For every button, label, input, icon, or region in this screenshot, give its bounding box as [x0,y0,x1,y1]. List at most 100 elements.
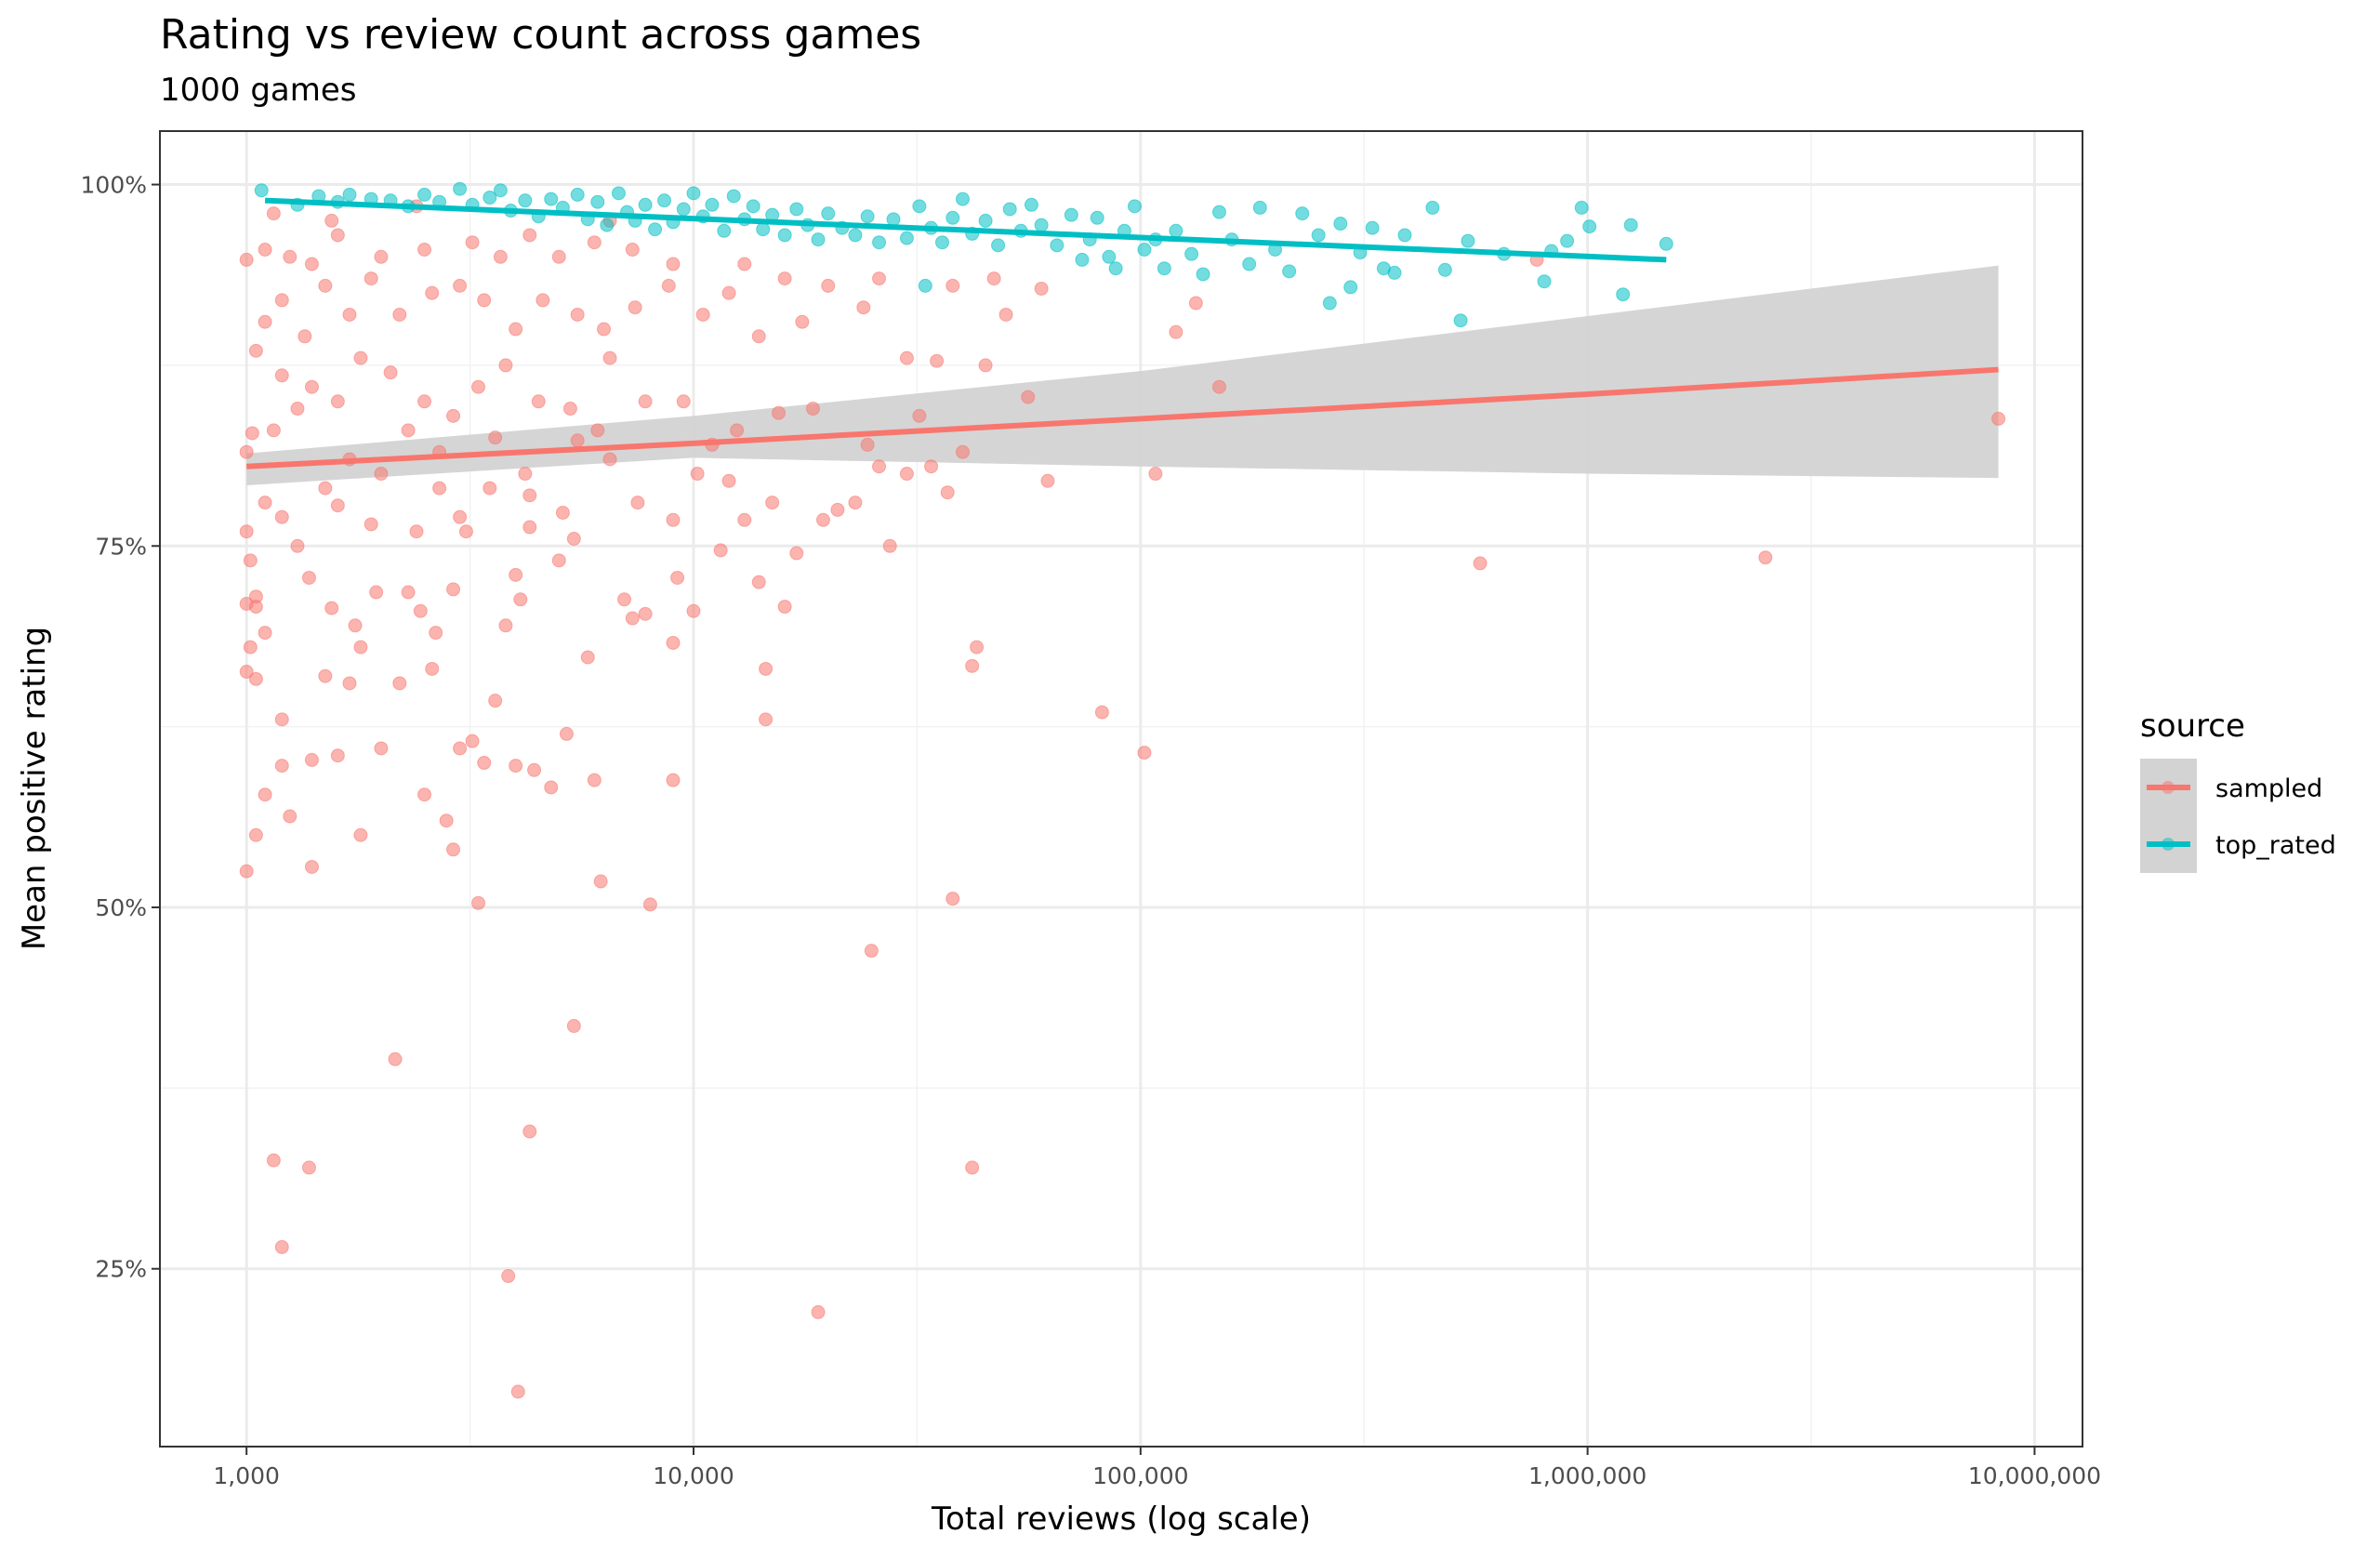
point-top-rated [686,186,701,201]
point-sampled [493,249,508,264]
x-tick-label: 100,000 [1092,1462,1188,1489]
point-sampled [830,502,845,517]
point-sampled [471,895,486,910]
point-sampled [258,787,272,802]
fit-line-sampled [246,366,1999,469]
point-sampled [562,402,577,416]
point-top-rated [934,235,949,250]
point-sampled [872,271,887,286]
point-top-rated [638,197,653,212]
point-sampled [1137,746,1152,760]
point-sampled [304,257,319,271]
point-top-rated [518,193,533,208]
legend-label-top-rated: top_rated [2215,831,2336,860]
point-sampled [453,509,468,524]
point-sampled [374,741,389,756]
legend-key-sampled [2147,781,2190,794]
point-top-rated [453,181,468,196]
point-top-rated [1437,262,1452,277]
point-sampled [815,512,830,527]
point-sampled [239,596,254,611]
point-sampled [348,618,363,633]
point-sampled [429,626,443,641]
legend: source sampled top_rated [2140,707,2336,873]
point-top-rated [717,223,732,238]
point-sampled [248,827,263,842]
point-sampled [392,676,407,691]
point-top-rated [570,187,585,202]
point-top-rated [705,197,720,212]
point-sampled [266,423,281,438]
point-top-rated [811,232,826,247]
point-sampled [522,1124,537,1139]
point-sampled [1021,390,1036,404]
point-sampled [1040,473,1055,488]
point-sampled [593,874,608,889]
point-sampled [330,748,345,763]
point-top-rated [1034,218,1049,232]
point-sampled [1758,550,1773,565]
point-sampled [531,394,546,409]
point-sampled [417,394,432,409]
confidence-band-sampled [246,265,1999,485]
point-sampled [465,235,480,250]
point-sampled [483,481,497,496]
point-sampled [518,467,533,482]
point-top-rated [1537,274,1552,289]
point-sampled [243,640,258,654]
point-sampled [751,575,766,589]
point-sampled [446,842,461,857]
point-top-rated [848,228,863,243]
chart-subtitle: 1000 games [160,72,357,109]
point-sampled [1991,411,2006,426]
point-sampled [661,278,676,293]
point-sampled [258,314,272,329]
point-sampled [978,358,993,373]
point-top-rated [1574,200,1589,215]
point-top-rated [1453,313,1468,328]
point-sampled [401,423,416,438]
point-top-rated [1169,223,1183,238]
point-top-rated [1102,249,1117,264]
point-sampled [374,467,389,482]
point-sampled [872,459,887,474]
point-sampled [570,433,585,448]
point-sampled [392,307,407,322]
point-sampled [625,243,640,258]
x-tick-label: 1,000 [213,1462,280,1489]
point-sampled [353,350,368,365]
point-top-rated [1343,280,1358,295]
point-sampled [324,213,339,228]
point-sampled [413,603,428,618]
point-sampled [513,592,528,607]
point-sampled [283,249,298,264]
point-sampled [899,467,914,482]
chart-title: Rating vs review count across games [160,11,921,59]
point-top-rated [1322,296,1337,311]
point-sampled [986,271,1001,286]
point-top-rated [1184,246,1199,261]
point-sampled [666,512,681,527]
point-sampled [274,509,289,524]
point-sampled [498,358,513,373]
point-sampled [864,944,879,959]
point-sampled [777,271,792,286]
point-sampled [409,524,424,539]
point-top-rated [1333,217,1348,231]
point-sampled [642,897,657,912]
point-sampled [401,585,416,600]
point-sampled [304,379,319,394]
point-sampled [318,278,333,293]
point-sampled [258,626,272,641]
y-axis-ticks: 25% 50% 75% 100% [81,172,160,1283]
point-sampled [374,249,389,264]
x-axis-title: Total reviews (log scale) [931,1501,1311,1538]
point-top-rated [726,189,741,204]
point-sampled [298,329,312,344]
point-sampled [498,618,513,633]
point-top-rated [1582,219,1597,234]
point-sampled [388,1051,403,1066]
point-sampled [501,1269,516,1284]
point-top-rated [493,183,508,198]
